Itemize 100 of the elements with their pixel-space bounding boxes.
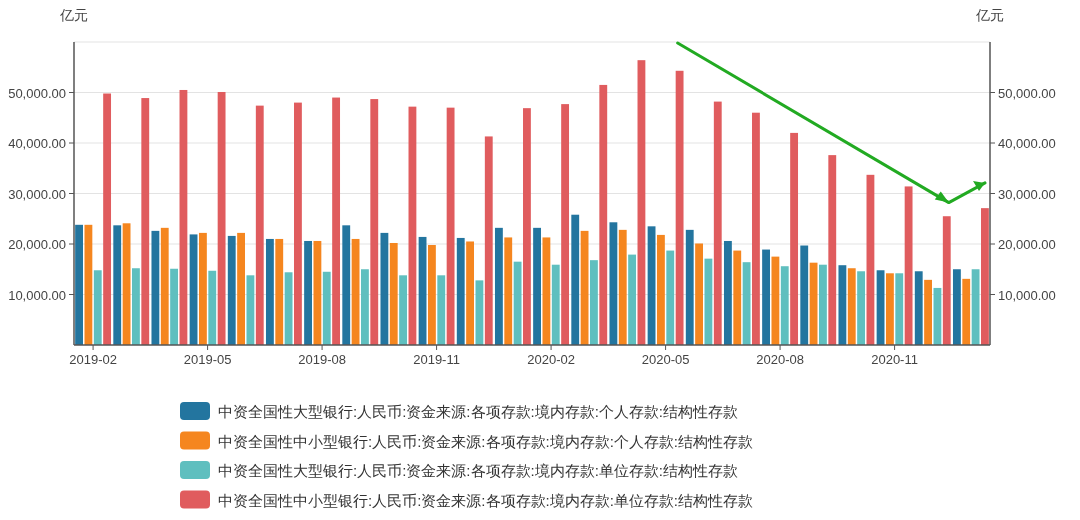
bar [237,232,245,345]
bar [695,243,703,345]
bar [800,245,809,345]
bar [427,245,436,345]
bar [361,269,369,345]
bar [504,237,513,345]
y2-axis-title: 亿元 [975,7,1004,23]
y2-tick-label: 10,000.00 [998,287,1056,303]
bar [208,270,217,345]
bar [255,105,264,345]
bar [971,269,980,345]
bar [819,264,827,345]
bar [389,242,398,345]
bar [466,241,474,345]
bar [666,250,675,345]
bar [780,266,789,345]
bar [580,230,589,345]
bar [885,273,894,345]
bar [609,222,618,345]
bar [962,278,971,345]
bar [446,107,455,345]
x-tick-label: 2019-02 [69,352,117,367]
y2-tick-label: 30,000.00 [998,186,1056,202]
bar [618,229,627,345]
bar [733,250,742,345]
legend-label: 中资全国性中小型银行:人民币:资金来源:各项存款:境内存款:个人存款:结构性存款 [218,432,754,450]
bar [713,101,722,345]
bar [952,269,961,345]
bar [847,268,856,345]
bar [551,264,560,345]
y-axis-title: 亿元 [59,7,88,23]
bar [675,70,684,345]
y-tick-label: 50,000.00 [8,85,66,101]
bar [122,223,131,345]
bar [828,155,837,345]
bar [752,112,760,345]
bar [399,275,408,345]
y2-tick-label: 20,000.00 [998,237,1056,252]
bar [513,261,522,345]
bar [322,271,331,345]
bar [380,232,389,345]
bar [84,224,93,345]
bar [924,279,932,345]
bar [313,240,322,345]
legend-label: 中资全国性大型银行:人民币:资金来源:各项存款:境内存款:个人存款:结构性存款 [218,403,739,420]
y2-tick-label: 40,000.00 [998,136,1056,151]
y-tick-label: 40,000.00 [8,136,66,151]
bar [599,84,608,345]
bar [151,230,160,345]
bar [456,237,465,345]
y-tick-label: 20,000.00 [8,237,66,252]
bar [437,275,446,345]
bar [981,208,989,345]
y-tick-label: 10,000.00 [8,287,66,303]
bar [170,268,179,345]
bar [904,186,913,345]
x-tick-label: 2020-11 [871,352,918,367]
x-tick-label: 2019-08 [298,352,346,367]
bar [284,272,293,345]
bar [942,216,951,345]
bar [304,240,312,345]
bar [685,229,694,345]
bar [93,270,102,345]
bar [370,99,379,345]
bar [857,271,866,345]
bar [790,132,799,345]
bar [523,108,531,345]
bar [656,234,665,345]
bar [895,273,904,345]
bar [275,238,284,345]
bar [332,97,341,345]
bar [533,227,541,345]
bar [227,235,236,345]
bar [590,260,598,345]
bar [838,265,847,345]
bar [294,102,302,345]
bar [494,227,503,345]
bar [742,262,751,345]
bar [771,256,780,345]
bar [809,262,818,345]
bar [75,224,83,345]
bar [342,225,351,345]
x-tick-label: 2020-05 [641,352,690,367]
bar [561,104,570,345]
bar [628,254,637,345]
legend-label: 中资全国性中小型银行:人民币:资金来源:各项存款:境内存款:单位存款:结构性存款 [218,491,754,509]
x-tick-label: 2019-11 [413,352,460,367]
legend-label: 中资全国性大型银行:人民币:资金来源:各项存款:境内存款:单位存款:结构性存款 [218,462,739,479]
bar [914,271,923,345]
x-tick-label: 2019-05 [183,352,232,367]
bar [132,268,140,345]
bar [103,93,112,345]
x-tick-label: 2020-08 [756,352,804,367]
bar [113,225,122,345]
bar [484,136,493,345]
bar [160,227,169,345]
bar [265,238,274,345]
bar [351,238,360,345]
bar [217,92,226,345]
bar [571,214,580,345]
